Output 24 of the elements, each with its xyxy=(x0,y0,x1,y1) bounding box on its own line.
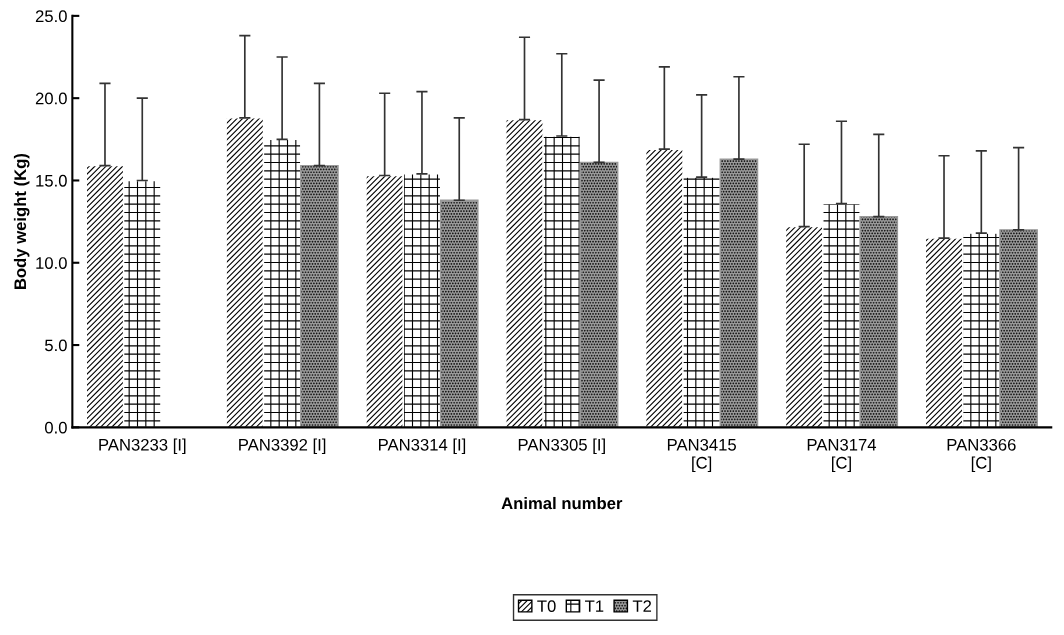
y-tick-label: 10.0 xyxy=(36,257,67,269)
x-tick-label: PAN3392 [I] xyxy=(239,438,326,454)
y-tick-label: 15.0 xyxy=(36,174,67,187)
x-tick-label: PAN3314 [I] xyxy=(379,438,466,454)
x-tick-label: PAN3305 [I] xyxy=(518,438,605,454)
y-tick-label: 0.0 xyxy=(44,421,67,434)
y-axis-title: Body weight (Kg) xyxy=(13,153,30,290)
legend-label: T1 xyxy=(585,600,604,612)
y-tick-label: 20.0 xyxy=(35,92,67,105)
bar xyxy=(859,215,899,428)
bar xyxy=(719,158,759,428)
x-tick-label: PAN3366 [C] xyxy=(947,438,1016,472)
x-axis-title: Animal number xyxy=(501,496,623,510)
legend-label: T2 xyxy=(632,600,652,612)
bar xyxy=(300,164,339,428)
x-tick-label: PAN3415 [C] xyxy=(667,438,736,472)
legend-label: T0 xyxy=(537,600,556,613)
bar xyxy=(579,161,619,428)
y-tick-label: 5.0 xyxy=(44,339,67,352)
x-tick-label: PAN3174 [C] xyxy=(807,438,877,472)
x-tick-label: PAN3233 [I] xyxy=(99,438,186,454)
bar xyxy=(999,229,1038,428)
bar xyxy=(439,199,479,428)
y-tick-label: 25.0 xyxy=(35,10,67,23)
